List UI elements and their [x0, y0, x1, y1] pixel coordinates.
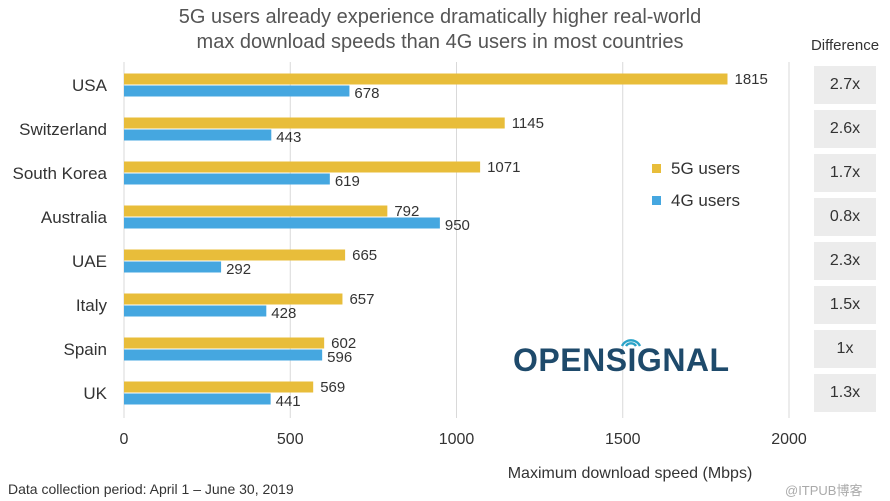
opensignal-logo: OPENSIGNAL	[513, 342, 730, 378]
difference-value: 2.7x	[814, 66, 876, 104]
difference-value: 2.3x	[814, 242, 876, 280]
category-label: South Korea	[12, 164, 107, 183]
data-label-5g: 1815	[734, 71, 767, 88]
category-label: UAE	[72, 252, 107, 271]
data-label-4g: 441	[276, 393, 301, 410]
bar-5g	[124, 117, 505, 129]
bar-5g	[124, 161, 481, 173]
difference-value: 1.3x	[814, 374, 876, 412]
x-tick-label: 2000	[771, 431, 807, 448]
data-label-5g: 657	[349, 291, 374, 308]
difference-value: 1.5x	[814, 286, 876, 324]
category-label: Italy	[76, 296, 108, 315]
legend-swatch	[652, 196, 661, 205]
bar-5g	[124, 249, 346, 261]
legend-swatch	[652, 164, 661, 173]
data-label-4g: 292	[226, 261, 251, 278]
legend-label: 5G users	[671, 159, 740, 178]
data-label-4g: 678	[354, 85, 379, 102]
bar-5g	[124, 205, 388, 217]
title-line-2: max download speeds than 4G users in mos…	[196, 31, 684, 53]
data-label-5g: 602	[331, 335, 356, 352]
data-label-5g: 665	[352, 247, 377, 264]
bar-4g	[124, 393, 271, 405]
bar-4g	[124, 173, 330, 185]
bar-4g	[124, 217, 440, 229]
data-label-5g: 569	[320, 379, 345, 396]
bar-5g	[124, 337, 325, 349]
category-label: Spain	[64, 340, 107, 359]
bar-5g	[124, 293, 343, 305]
data-label-4g: 596	[327, 349, 352, 366]
difference-header: Difference	[810, 37, 880, 54]
x-tick-label: 500	[277, 431, 304, 448]
x-tick-label: 1000	[439, 431, 475, 448]
data-label-4g: 428	[271, 305, 296, 322]
x-tick-label: 1500	[605, 431, 641, 448]
data-label-4g: 619	[335, 173, 360, 190]
data-collection-note: Data collection period: April 1 – June 3…	[8, 481, 294, 497]
watermark: @ITPUB博客	[785, 483, 863, 498]
bar-4g	[124, 129, 272, 141]
bar-4g	[124, 261, 222, 273]
bar-4g	[124, 349, 323, 361]
x-tick-label: 0	[120, 431, 129, 448]
data-label-5g: 1145	[512, 115, 544, 132]
bar-5g	[124, 381, 314, 393]
difference-value: 1x	[814, 330, 876, 368]
category-label: USA	[72, 76, 108, 95]
data-label-4g: 443	[276, 129, 301, 146]
bar-4g	[124, 305, 267, 317]
difference-value: 0.8x	[814, 198, 876, 236]
data-label-4g: 950	[445, 217, 470, 234]
title-line-1: 5G users already experience dramatically…	[178, 6, 702, 28]
difference-value: 1.7x	[814, 154, 876, 192]
category-label: UK	[83, 384, 107, 403]
signal-icon	[620, 339, 642, 347]
data-label-5g: 792	[394, 203, 419, 220]
category-label: Switzerland	[19, 120, 107, 139]
data-label-5g: 1071	[487, 159, 520, 176]
x-axis-label: Maximum download speed (Mbps)	[508, 465, 753, 482]
chart-title: 5G users already experience dramatically…	[95, 5, 785, 55]
bar-5g	[124, 73, 728, 85]
legend-label: 4G users	[671, 191, 740, 210]
category-label: Australia	[41, 208, 108, 227]
difference-value: 2.6x	[814, 110, 876, 148]
bar-4g	[124, 85, 350, 97]
